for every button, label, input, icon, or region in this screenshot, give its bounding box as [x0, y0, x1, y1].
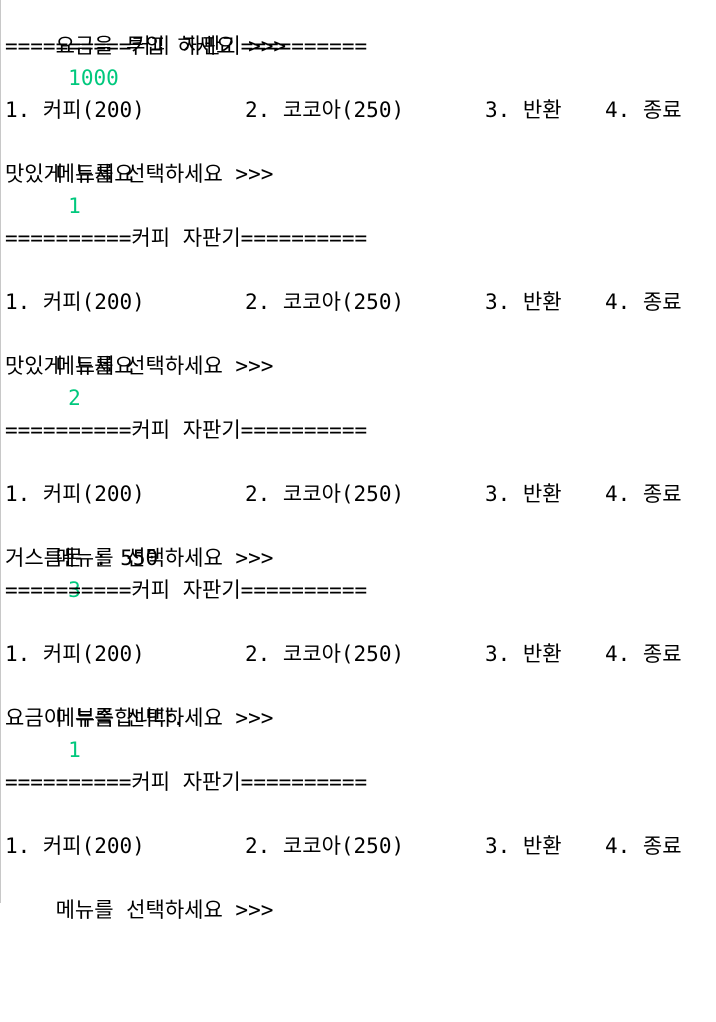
menu-item-cocoa: 2. 코코아(250): [245, 482, 405, 506]
output-message: 맛있게 드세요: [5, 162, 134, 186]
menu-item-cocoa: 2. 코코아(250): [245, 642, 405, 666]
menu-item-return: 3. 반환: [485, 482, 562, 506]
menu-line: 1. 커피(200) 2. 코코아(250) 3. 반환 4. 종료: [5, 478, 682, 510]
menu-item-coffee: 1. 커피(200): [5, 290, 145, 314]
menu-line: 1. 커피(200) 2. 코코아(250) 3. 반환 4. 종료: [5, 94, 682, 126]
menu-prompt: 메뉴를 선택하세요 >>>: [55, 706, 274, 730]
menu-prompt-line: 메뉴를 선택하세요 >>> 1: [5, 670, 274, 762]
menu-item-exit: 4. 종료: [605, 642, 682, 666]
menu-item-coffee: 1. 커피(200): [5, 482, 145, 506]
menu-line: 1. 커피(200) 2. 코코아(250) 3. 반환 4. 종료: [5, 638, 682, 670]
output-message: 요금이 부족합니다.: [5, 706, 185, 730]
menu-item-return: 3. 반환: [485, 290, 562, 314]
menu-input: 1: [68, 738, 81, 762]
menu-input: 3: [68, 578, 81, 602]
menu-prompt-line: 메뉴를 선택하세요 >>> 3: [5, 510, 274, 602]
menu-item-exit: 4. 종료: [605, 834, 682, 858]
menu-input: 2: [68, 386, 81, 410]
banner: ==========커피 자판기==========: [5, 770, 368, 794]
menu-prompt-line: 메뉴를 선택하세요 >>> 2: [5, 318, 274, 410]
menu-item-coffee: 1. 커피(200): [5, 834, 145, 858]
banner: ==========커피 자판기==========: [5, 34, 368, 58]
output-message: 맛있게 드세요: [5, 354, 134, 378]
menu-item-return: 3. 반환: [485, 834, 562, 858]
console-output: 요금을 투입 하세요 >>> 1000 ==========커피 자판기====…: [0, 0, 682, 922]
menu-prompt: 메뉴를 선택하세요 >>>: [55, 546, 274, 570]
output-message: 거스름돈 : 550: [5, 546, 159, 570]
banner: ==========커피 자판기==========: [5, 418, 368, 442]
coin-prompt-line: 요금을 투입 하세요 >>> 1000: [5, 0, 286, 90]
menu-item-cocoa: 2. 코코아(250): [245, 290, 405, 314]
menu-prompt: 메뉴를 선택하세요 >>>: [55, 354, 274, 378]
menu-item-return: 3. 반환: [485, 642, 562, 666]
menu-line: 1. 커피(200) 2. 코코아(250) 3. 반환 4. 종료: [5, 830, 682, 862]
menu-prompt: 메뉴를 선택하세요 >>>: [55, 898, 274, 922]
menu-item-cocoa: 2. 코코아(250): [245, 98, 405, 122]
menu-item-coffee: 1. 커피(200): [5, 98, 145, 122]
menu-prompt: 메뉴를 선택하세요 >>>: [55, 162, 274, 186]
coin-prompt: 요금을 투입 하세요 >>>: [55, 34, 286, 58]
menu-item-exit: 4. 종료: [605, 98, 682, 122]
menu-item-exit: 4. 종료: [605, 290, 682, 314]
banner: ==========커피 자판기==========: [5, 226, 368, 250]
menu-item-coffee: 1. 커피(200): [5, 642, 145, 666]
menu-prompt-line[interactable]: 메뉴를 선택하세요 >>>: [5, 862, 274, 922]
menu-line: 1. 커피(200) 2. 코코아(250) 3. 반환 4. 종료: [5, 286, 682, 318]
menu-item-exit: 4. 종료: [605, 482, 682, 506]
menu-item-cocoa: 2. 코코아(250): [245, 834, 405, 858]
banner: ==========커피 자판기==========: [5, 578, 368, 602]
menu-item-return: 3. 반환: [485, 98, 562, 122]
menu-prompt-line: 메뉴를 선택하세요 >>> 1: [5, 126, 274, 218]
coin-input: 1000: [68, 66, 119, 90]
menu-input: 1: [68, 194, 81, 218]
